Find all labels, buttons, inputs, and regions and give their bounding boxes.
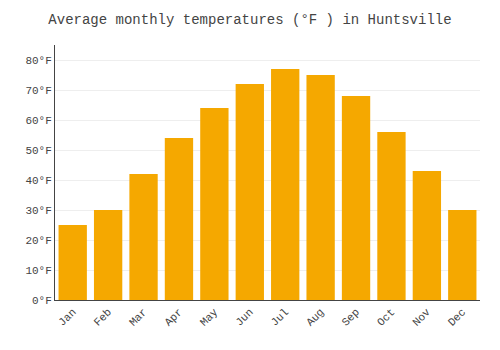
svg-text:Apr: Apr	[162, 306, 184, 328]
svg-text:20°F: 20°F	[25, 235, 51, 247]
svg-text:Aug: Aug	[304, 306, 326, 328]
svg-text:May: May	[198, 306, 221, 329]
svg-text:Average monthly temperatures (: Average monthly temperatures (°F ) in Hu…	[48, 12, 451, 28]
svg-text:80°F: 80°F	[25, 55, 51, 67]
svg-text:50°F: 50°F	[25, 145, 51, 157]
svg-text:Oct: Oct	[375, 306, 397, 328]
svg-text:Mar: Mar	[127, 306, 149, 328]
svg-text:Feb: Feb	[92, 306, 114, 328]
svg-text:Jan: Jan	[56, 306, 78, 328]
svg-text:Jun: Jun	[233, 306, 255, 328]
svg-text:Nov: Nov	[410, 306, 433, 329]
svg-text:30°F: 30°F	[25, 205, 51, 217]
svg-text:Dec: Dec	[446, 306, 468, 328]
svg-text:Sep: Sep	[340, 306, 362, 328]
svg-text:70°F: 70°F	[25, 85, 51, 97]
svg-text:40°F: 40°F	[25, 175, 51, 187]
svg-text:0°F: 0°F	[32, 295, 52, 307]
svg-text:Jul: Jul	[269, 306, 291, 328]
svg-text:10°F: 10°F	[25, 265, 51, 277]
svg-text:60°F: 60°F	[25, 115, 51, 127]
